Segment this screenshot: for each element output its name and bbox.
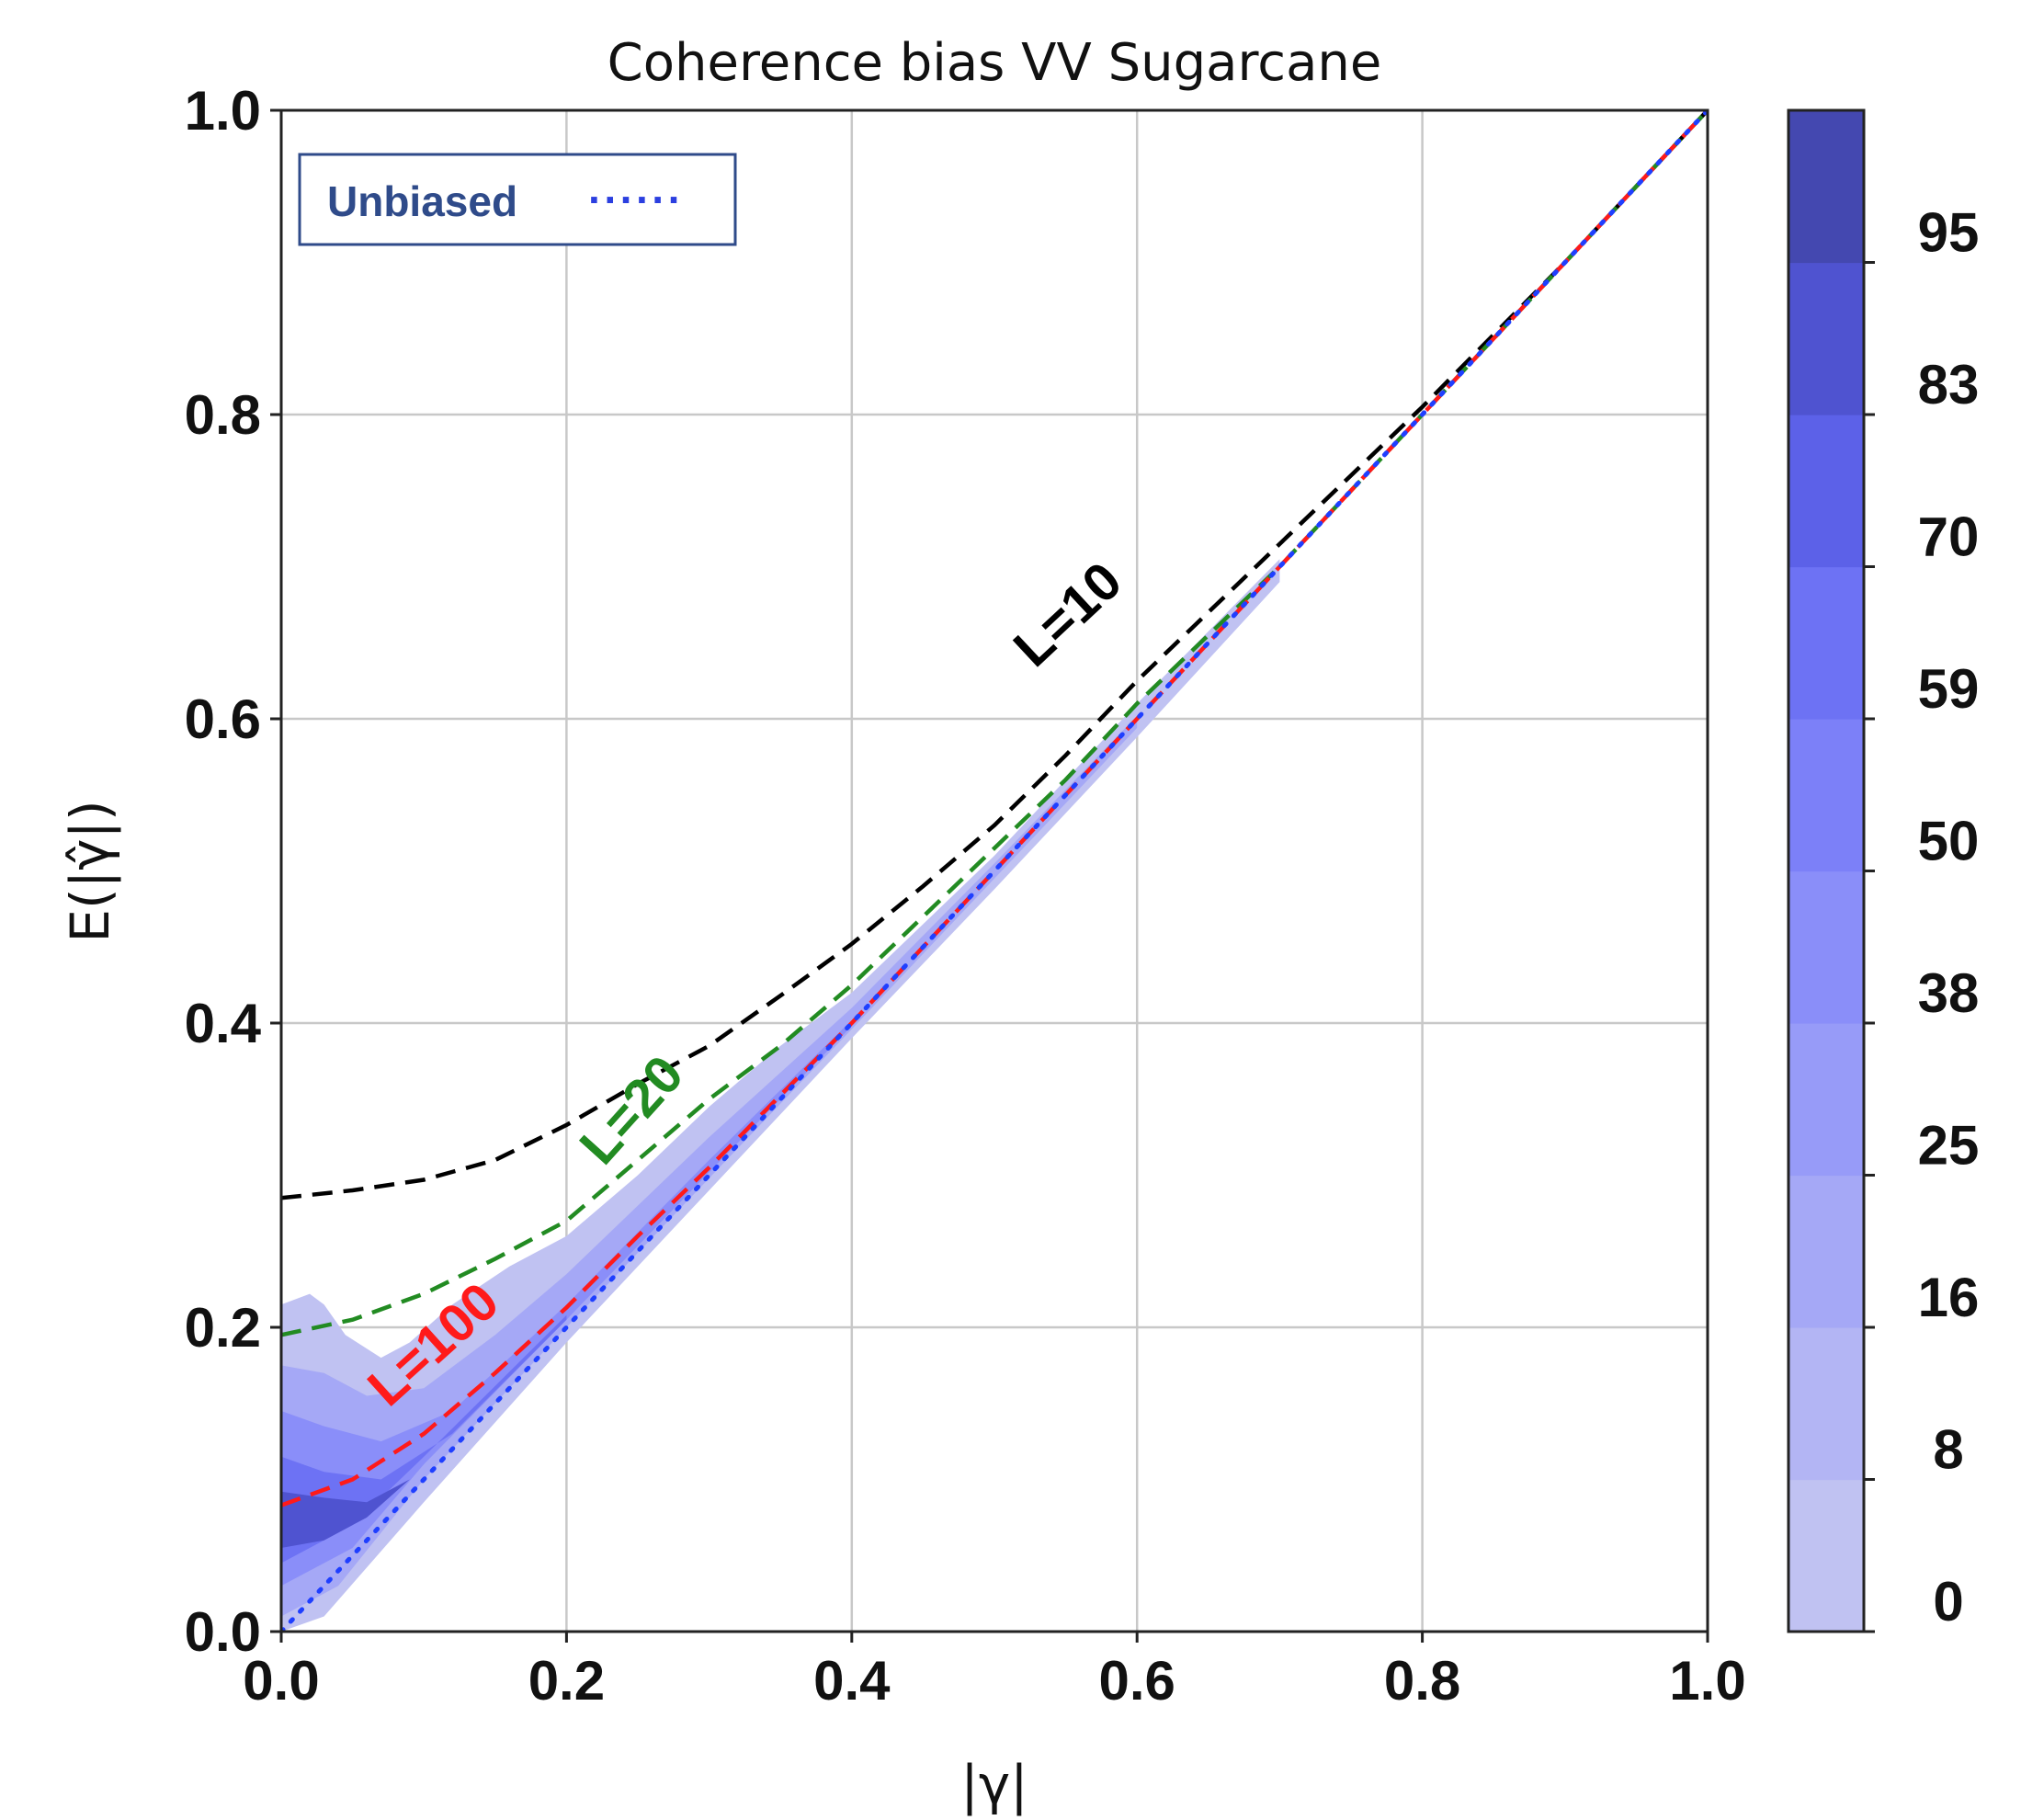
legend: Unbiased ······	[298, 153, 737, 246]
colorbar-tick-label: 70	[1918, 506, 1980, 568]
density-level-4	[281, 1019, 852, 1587]
colorbar-segment	[1788, 1327, 1864, 1481]
colorbar-tick-label: 59	[1918, 658, 1980, 720]
y-tick-label: 0.6	[185, 688, 261, 750]
colorbar-tick-label: 25	[1918, 1115, 1980, 1177]
y-tick-label: 0.4	[185, 993, 262, 1054]
series-line-l-100	[281, 110, 1708, 1507]
curve-labels: L=10L=20L=100	[357, 551, 1133, 1417]
series-line-l-20	[281, 110, 1708, 1337]
x-tick-label: 0.6	[1098, 1650, 1175, 1712]
density-level-8	[281, 1479, 410, 1548]
colorbar-segment	[1788, 1023, 1864, 1177]
colorbar-tick-label: 50	[1918, 811, 1980, 872]
colorbar-segment	[1788, 110, 1864, 264]
colorbar-segment	[1788, 719, 1864, 872]
legend-label: Unbiased	[327, 177, 517, 225]
y-tick-label: 0.0	[185, 1601, 261, 1663]
colorbar-segment	[1788, 1479, 1864, 1632]
colorbar-tick-label: 0	[1933, 1571, 1963, 1632]
colorbar: 0 8 16 25 38 50 59 70 83 95	[1787, 108, 1980, 1633]
colorbar-segment	[1788, 566, 1864, 720]
x-tick-label: 0.8	[1384, 1650, 1460, 1712]
colorbar-segment	[1788, 1175, 1864, 1328]
x-tick-label: 1.0	[1669, 1650, 1745, 1712]
colorbar-segment	[1788, 415, 1864, 568]
colorbar-tick-label: 38	[1918, 962, 1980, 1024]
colorbar-segment	[1788, 870, 1864, 1024]
curve-label-l-10: L=10	[1003, 551, 1133, 678]
x-tick-label: 0.4	[813, 1650, 891, 1712]
colorbar-tick-label: 8	[1933, 1419, 1963, 1481]
series-line-l-10	[281, 110, 1708, 1200]
colorbar-tick-label: 95	[1918, 202, 1980, 264]
y-tick-label: 0.2	[185, 1297, 261, 1359]
x-tick-label: 0.2	[528, 1650, 605, 1712]
density-fill	[281, 559, 1280, 1632]
x-axis-label: |γ|	[960, 1754, 1028, 1816]
colorbar-tick-label: 16	[1918, 1267, 1980, 1328]
colorbar-tick-label: 83	[1918, 354, 1980, 415]
y-axis-label: E(|γ̂|)	[59, 800, 121, 942]
series-line-unbiased	[281, 110, 1708, 1632]
colorbar-segment	[1788, 262, 1864, 415]
legend-marker: ······	[588, 176, 684, 223]
y-tick-label: 1.0	[185, 80, 261, 142]
x-tick-label: 0.0	[243, 1650, 319, 1712]
axis-ticks: 0.0 0.2 0.4 0.6 0.8 1.0 0.0 0.2 0.4 0.6 0.8 1.0	[185, 80, 1746, 1712]
plot-frame	[279, 108, 1709, 1633]
y-tick-label: 0.8	[185, 384, 261, 446]
series-lines	[281, 110, 1708, 1632]
chart-title: Coherence bias VV Sugarcane	[607, 33, 1382, 93]
legend-box	[298, 153, 737, 246]
